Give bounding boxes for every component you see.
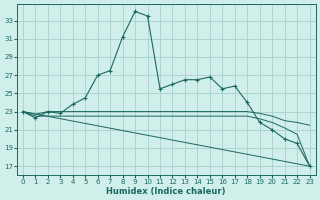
X-axis label: Humidex (Indice chaleur): Humidex (Indice chaleur) — [107, 187, 226, 196]
